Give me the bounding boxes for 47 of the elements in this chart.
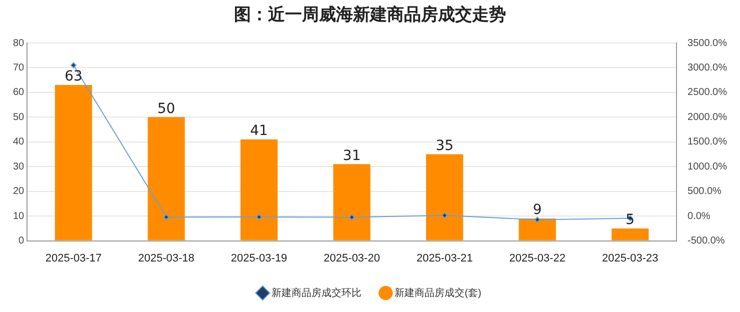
data-label: 9 xyxy=(532,202,542,218)
y2-tick-label: 1000.0% xyxy=(688,161,728,172)
bar xyxy=(54,85,92,240)
point xyxy=(348,214,355,220)
y2-tick-label: 1500.0% xyxy=(688,136,728,148)
y2-tick-label: 0.0% xyxy=(688,210,710,222)
data-label: 35 xyxy=(436,138,454,154)
y2-tick-label: -500.0% xyxy=(688,236,725,247)
y-tick-label: 80 xyxy=(13,38,25,49)
point xyxy=(442,212,448,218)
y2-tick-label: 2500.0% xyxy=(688,87,728,98)
point xyxy=(256,214,262,220)
y-tick-label: 10 xyxy=(13,210,25,222)
data-label: 63 xyxy=(64,68,82,85)
bar xyxy=(148,117,185,240)
bar xyxy=(240,139,278,240)
y2-tick-label: 2000.0% xyxy=(688,112,728,123)
point xyxy=(163,214,170,220)
y-tick-label: 30 xyxy=(13,161,25,172)
bar xyxy=(426,154,464,240)
data-label: 50 xyxy=(157,100,176,117)
legend-label: 新建商品房成交(套) xyxy=(394,286,482,299)
bar xyxy=(612,228,649,240)
y-tick-label: 40 xyxy=(13,136,25,148)
y2-tick-label: 3500.0% xyxy=(688,38,728,49)
y-tick-label: 60 xyxy=(13,87,25,98)
y-tick-label: 70 xyxy=(13,62,25,74)
x-tick-label: 2025-03-21 xyxy=(416,252,473,264)
chart-title: 图：近一周威海新建商品房成交走势 xyxy=(233,4,507,27)
x-tick-label: 2025-03-23 xyxy=(602,252,658,264)
x-tick-label: 2025-03-20 xyxy=(324,252,380,264)
y-tick-label: 0 xyxy=(18,236,25,247)
y2-tick-label: 3000.0% xyxy=(688,62,728,74)
x-tick-label: 2025-03-18 xyxy=(138,252,194,264)
x-tick-label: 2025-03-19 xyxy=(230,252,288,264)
x-tick-label: 2025-03-17 xyxy=(45,252,102,264)
bar xyxy=(333,164,370,240)
y-tick-label: 50 xyxy=(13,112,25,123)
bar xyxy=(518,218,556,240)
point xyxy=(534,216,540,223)
point xyxy=(70,62,77,68)
y2-tick-label: 500.0% xyxy=(688,186,722,198)
x-tick-label: 2025-03-22 xyxy=(509,252,566,264)
data-label: 41 xyxy=(250,123,268,140)
legend-label: 新建商品房成交环比 xyxy=(272,286,362,299)
y-tick-label: 20 xyxy=(13,186,25,198)
data-label: 31 xyxy=(342,148,361,164)
